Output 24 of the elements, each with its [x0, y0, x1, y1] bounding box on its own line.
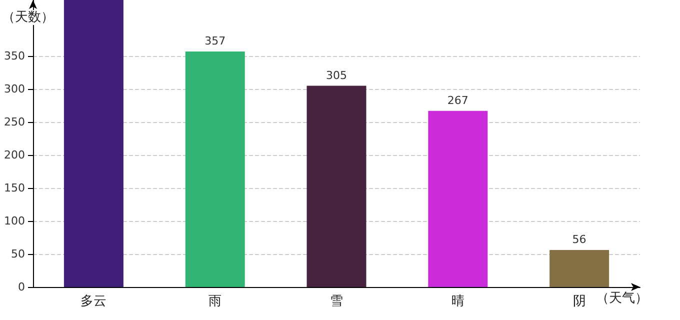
x-tick-label: 晴	[451, 294, 464, 309]
y-tick-label: 0	[18, 280, 25, 294]
bar	[550, 250, 610, 287]
y-tick-label: 300	[4, 82, 25, 96]
bar	[428, 110, 488, 287]
x-tick-label: 阴	[572, 294, 586, 309]
data-label: 357	[204, 34, 226, 48]
y-tick-label: 100	[4, 214, 25, 228]
y-tick-label: 250	[4, 116, 25, 129]
bar	[306, 86, 366, 287]
x-tick-label: 雨	[208, 294, 222, 309]
bar	[185, 51, 245, 287]
x-tick-label: 多云	[80, 294, 107, 309]
y-tick-label: 150	[4, 182, 25, 195]
data-label: 56	[572, 233, 586, 246]
bar	[64, 0, 124, 287]
x-axis-title: （天气）	[596, 291, 648, 306]
y-axis-title: （天数）	[2, 10, 54, 25]
x-tick-label: 雪	[330, 294, 343, 309]
y-tick-label: 200	[4, 148, 25, 162]
data-label: 305	[326, 68, 347, 82]
y-tick-label: 350	[4, 50, 25, 63]
y-tick-label: 50	[11, 248, 25, 261]
data-label: 267	[447, 94, 468, 107]
